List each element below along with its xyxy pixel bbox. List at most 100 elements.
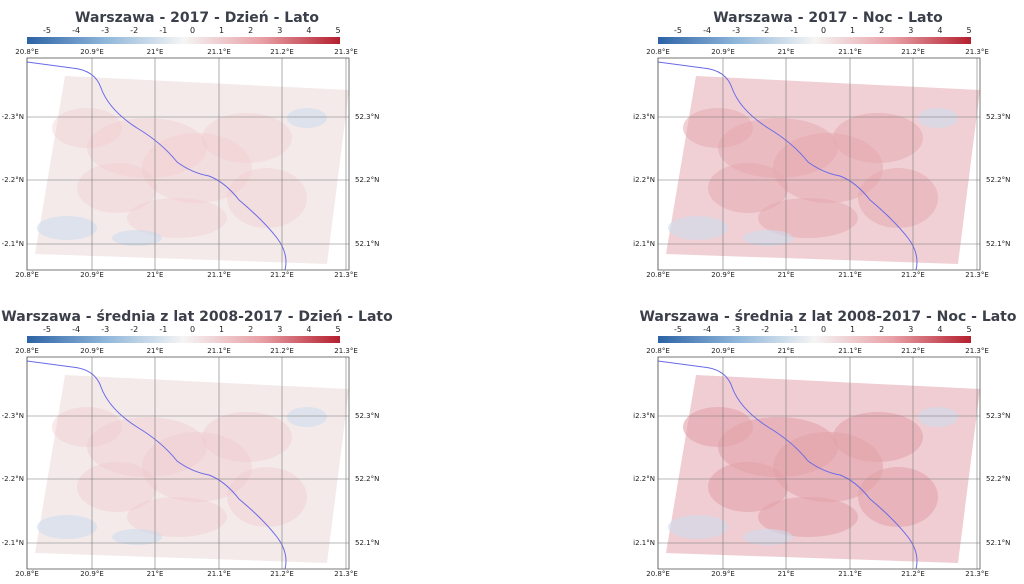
lon-label: 21.1°E [838, 347, 862, 355]
lon-label: 21.3°E [965, 570, 989, 578]
lat-label: 52.2°N [986, 176, 1010, 184]
lat-label: i2.2°N [633, 475, 655, 483]
raster-blob [202, 113, 292, 163]
map-panel: Warszawa - 2017 - Noc - Lato -5 -4 -3 -2 -1 0 1… [633, 10, 1010, 279]
map-frame [26, 57, 350, 271]
map-area [657, 57, 981, 271]
colorbar-tick-label: -3 [732, 26, 740, 35]
raster-blob [77, 163, 157, 213]
colorbar-tick-label: 3 [277, 325, 282, 334]
lon-label: 21°E [778, 570, 795, 578]
raster-blob [833, 113, 923, 163]
lon-label: 21.3°E [334, 271, 358, 279]
lon-label: 21.1°E [207, 347, 231, 355]
raster-blob [87, 417, 207, 477]
lon-label: 20.8°E [15, 271, 39, 279]
colorbar-tick-label: 0 [190, 26, 195, 35]
lon-label: 20.8°E [646, 271, 670, 279]
colorbar-tick-label: 3 [277, 26, 282, 35]
colorbar-tick-label: -2 [130, 26, 138, 35]
lat-label: -2.3°N [2, 412, 24, 420]
map-panel: Warszawa - 2017 - Dzień - Lato -5 -4 -3 -2 -1… [2, 10, 380, 279]
lat-label: 52.1°N [986, 539, 1010, 547]
colorbar-tick-label: 1 [850, 325, 855, 334]
lon-label: 21.2°E [270, 271, 294, 279]
raster-blob [858, 168, 938, 228]
colorbar-tick-label: -3 [732, 325, 740, 334]
lon-label: 20.9°E [80, 347, 104, 355]
raster-cool [112, 230, 162, 246]
colorbar-tick-label: 1 [219, 325, 224, 334]
colorbar-tick-label: -3 [101, 325, 109, 334]
lat-label: 52.2°N [355, 176, 379, 184]
colorbar-tick-label: 1 [850, 26, 855, 35]
raster-blob [683, 407, 753, 447]
lon-label: 20.9°E [711, 347, 735, 355]
lat-label: i2.3°N [633, 412, 655, 420]
lat-label: -2.2°N [2, 475, 24, 483]
colorbar-tick-label: -2 [761, 325, 769, 334]
lon-label: 21.1°E [207, 48, 231, 56]
lon-label: 21.3°E [965, 347, 989, 355]
lon-label: 21.3°E [334, 347, 358, 355]
colorbar-tick-label: -4 [703, 26, 711, 35]
raster-cool [743, 529, 793, 545]
raster-blob [758, 198, 858, 238]
map-frame [657, 57, 981, 271]
lon-label: 21.1°E [207, 271, 231, 279]
colorbar-tick-label: 5 [966, 26, 971, 35]
raster-cool [918, 108, 958, 128]
raster-blob [758, 497, 858, 537]
lon-label: 21°E [778, 347, 795, 355]
lat-label: 52.2°N [986, 475, 1010, 483]
lon-label: 21.2°E [901, 271, 925, 279]
lat-label: -2.2°N [2, 176, 24, 184]
raster-cool [112, 529, 162, 545]
panel-title: Warszawa - 2017 - Noc - Lato [713, 10, 943, 26]
map-panel: Warszawa - średnia z lat 2008-2017 - Dzi… [1, 309, 393, 578]
lon-label: 20.9°E [80, 570, 104, 578]
raster-cool [287, 108, 327, 128]
lat-label: -2.1°N [2, 539, 24, 547]
colorbar-tick-label: -5 [43, 26, 51, 35]
colorbar-tick-label: 0 [821, 325, 826, 334]
raster-blob [708, 163, 788, 213]
map-frame [657, 356, 981, 570]
lat-label: 52.3°N [355, 113, 379, 121]
colorbar-tick-label: -1 [159, 26, 167, 35]
colorbar-tick-label: -3 [101, 26, 109, 35]
lon-label: 20.8°E [15, 570, 39, 578]
raster-blob [127, 198, 227, 238]
colorbar [27, 336, 340, 343]
lon-label: 20.8°E [646, 48, 670, 56]
lon-label: 21.3°E [965, 48, 989, 56]
raster-blob [77, 462, 157, 512]
lon-label: 21°E [147, 347, 164, 355]
raster-blob [683, 108, 753, 148]
colorbar [658, 336, 971, 343]
lon-label: 21.1°E [838, 271, 862, 279]
colorbar-tick-label: 5 [335, 26, 340, 35]
lon-label: 21°E [147, 271, 164, 279]
raster-blob [87, 118, 207, 178]
raster-cool [668, 216, 728, 240]
colorbar-tick-label: -2 [130, 325, 138, 334]
lat-label: i2.1°N [633, 240, 655, 248]
lon-label: 21°E [147, 570, 164, 578]
raster-cool [668, 515, 728, 539]
raster-blob [227, 467, 307, 527]
raster-cool [918, 407, 958, 427]
colorbar-tick-label: -5 [674, 325, 682, 334]
lat-label: 52.1°N [355, 240, 379, 248]
colorbar-tick-label: 0 [190, 325, 195, 334]
colorbar-tick-label: 5 [966, 325, 971, 334]
raster-cool [37, 515, 97, 539]
lon-label: 20.8°E [646, 347, 670, 355]
colorbar-tick-label: 1 [219, 26, 224, 35]
lon-label: 20.9°E [711, 48, 735, 56]
lon-label: 21.1°E [838, 570, 862, 578]
lon-label: 21.1°E [838, 48, 862, 56]
raster [35, 76, 349, 264]
lat-label: 52.2°N [355, 475, 379, 483]
lat-label: i2.2°N [633, 176, 655, 184]
